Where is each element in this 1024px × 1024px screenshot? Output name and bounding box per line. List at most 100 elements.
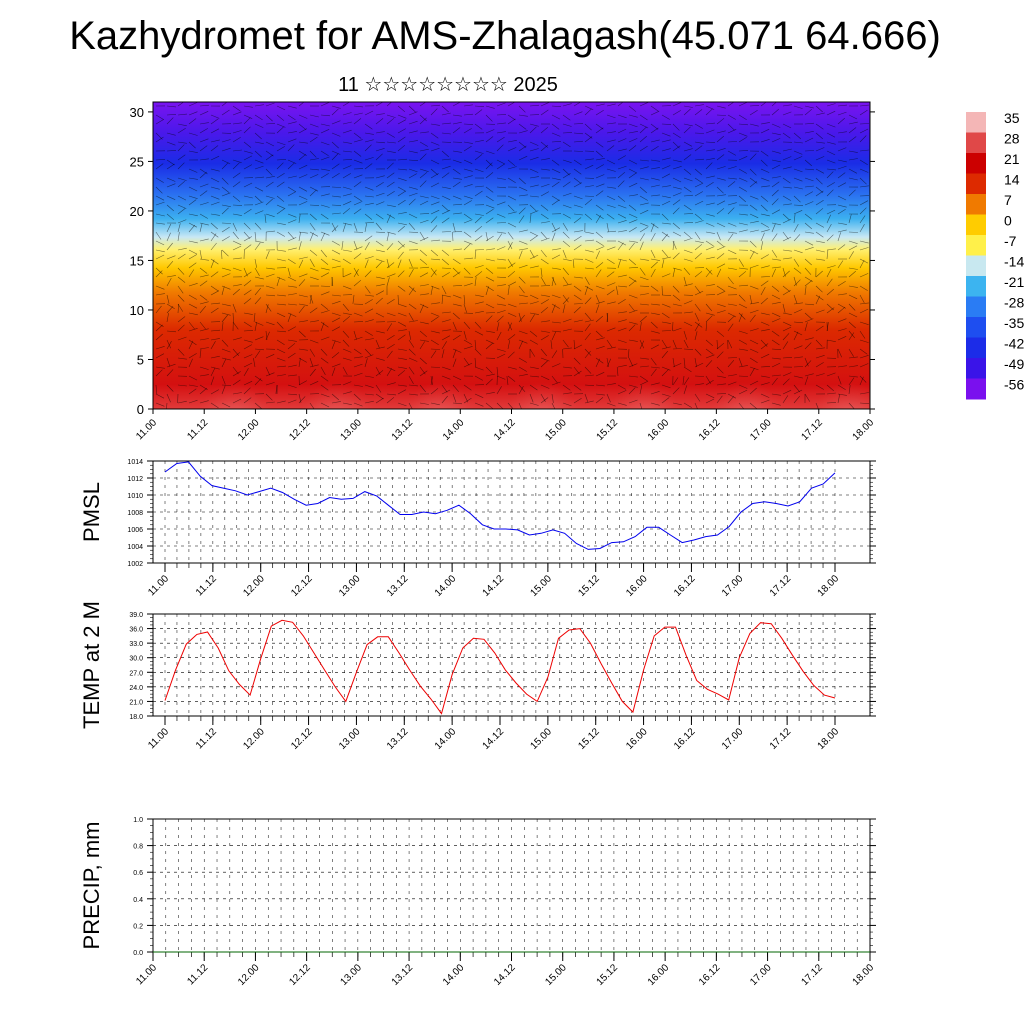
wind-barb xyxy=(243,298,252,305)
wind-barb xyxy=(353,321,364,323)
wind-barb xyxy=(804,159,812,167)
wind-barb xyxy=(353,267,359,276)
wind-barb xyxy=(155,402,165,407)
wind-barb xyxy=(672,363,682,368)
wind-barb xyxy=(309,174,319,179)
wind-barb xyxy=(562,402,572,407)
wind-barb xyxy=(661,185,671,188)
wind-barb xyxy=(276,277,280,287)
wind-barb xyxy=(815,325,824,332)
wind-barb xyxy=(683,276,687,286)
wind-barb xyxy=(760,139,770,143)
wind-barb xyxy=(595,397,604,404)
wind-barb xyxy=(595,357,604,364)
wind-barb xyxy=(639,135,647,143)
wind-barb xyxy=(430,376,434,386)
wind-barb xyxy=(518,240,528,245)
wind-barb xyxy=(738,258,744,267)
wind-barb xyxy=(166,384,174,392)
wind-barb xyxy=(562,168,570,176)
wind-barb xyxy=(331,141,339,149)
wind-barb xyxy=(452,303,462,307)
wind-barb xyxy=(760,204,768,212)
wind-barb xyxy=(529,384,538,391)
wind-barb xyxy=(452,177,462,180)
wind-barb xyxy=(716,342,725,350)
wind-barb xyxy=(606,258,615,264)
wind-barb xyxy=(584,213,593,221)
wind-barb xyxy=(705,294,716,296)
wind-barb xyxy=(628,131,638,134)
wind-barb xyxy=(749,250,755,260)
wind-barb xyxy=(705,267,713,275)
wind-barb xyxy=(364,393,374,396)
wind-barb xyxy=(826,223,832,233)
wind-barb xyxy=(155,114,164,120)
wind-barb xyxy=(551,232,556,242)
wind-barb xyxy=(562,204,572,209)
wind-barb xyxy=(474,216,482,224)
wind-barb xyxy=(716,246,726,251)
wind-barb xyxy=(584,105,594,111)
wind-barb xyxy=(408,168,418,173)
wind-barb xyxy=(672,192,682,197)
wind-barb xyxy=(452,212,462,215)
wind-barb xyxy=(155,240,165,246)
wind-barb xyxy=(782,111,792,116)
wind-barb xyxy=(463,240,473,245)
wind-barb xyxy=(155,366,165,369)
wind-barb xyxy=(760,297,768,305)
wind-barb xyxy=(639,380,649,386)
wind-barb xyxy=(177,276,186,283)
wind-barb xyxy=(386,273,396,278)
wind-barb xyxy=(430,182,440,188)
wind-barb xyxy=(529,204,537,212)
wind-barb xyxy=(837,131,847,134)
wind-barb xyxy=(793,302,803,305)
wind-barb xyxy=(572,258,575,269)
colorbar-swatch xyxy=(966,112,986,133)
wind-barb xyxy=(683,204,692,211)
wind-barb xyxy=(815,384,824,390)
wind-barb xyxy=(474,301,484,305)
wind-barb xyxy=(529,339,538,345)
wind-barb xyxy=(155,384,158,395)
wind-barb xyxy=(749,109,758,116)
wind-barb xyxy=(661,285,663,296)
wind-barb xyxy=(397,312,407,317)
wind-barb xyxy=(650,261,658,269)
wind-barb xyxy=(617,242,624,251)
wind-barb xyxy=(650,105,659,112)
wind-barb xyxy=(815,156,825,161)
wind-barb xyxy=(573,168,582,175)
wind-barb xyxy=(177,232,180,242)
wind-barb xyxy=(221,384,232,386)
wind-barb xyxy=(386,191,395,197)
wind-barb xyxy=(595,141,604,148)
colorbar-swatch xyxy=(966,255,986,277)
wind-barb xyxy=(551,159,560,166)
wind-barb xyxy=(705,162,713,170)
wind-barb xyxy=(298,128,308,134)
wind-barb xyxy=(573,319,583,323)
wind-barb xyxy=(320,322,325,332)
wind-barb xyxy=(298,303,308,306)
wind-barb xyxy=(232,111,242,116)
wind-barb xyxy=(837,260,844,269)
wind-barb xyxy=(452,402,463,405)
wind-barb xyxy=(386,162,394,170)
wind-barb xyxy=(364,132,374,135)
wind-barb xyxy=(507,321,513,331)
wind-barb xyxy=(617,364,627,368)
wind-barb xyxy=(221,249,223,260)
wind-barb xyxy=(595,174,605,179)
wind-barb xyxy=(859,135,867,143)
wind-barb xyxy=(221,236,230,242)
wind-barb xyxy=(749,181,758,188)
wind-barb xyxy=(364,259,369,269)
wind-barb xyxy=(485,105,495,109)
wind-barb xyxy=(793,168,803,173)
wind-barb xyxy=(551,105,562,107)
wind-barb xyxy=(155,231,162,240)
